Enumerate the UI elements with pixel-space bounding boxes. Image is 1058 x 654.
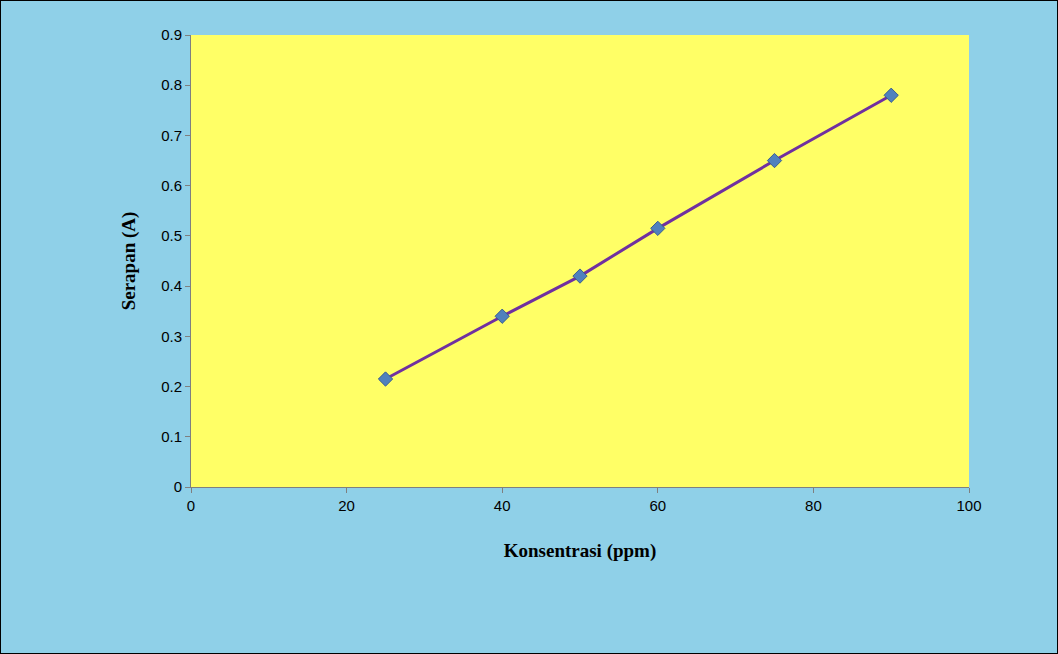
svg-text:0.4: 0.4 [161, 277, 182, 294]
svg-text:0.8: 0.8 [161, 76, 182, 93]
svg-text:100: 100 [956, 497, 981, 514]
svg-text:0.7: 0.7 [161, 127, 182, 144]
svg-text:0: 0 [174, 478, 182, 495]
svg-text:0.5: 0.5 [161, 227, 182, 244]
svg-text:Serapan (A): Serapan (A) [118, 212, 140, 311]
svg-text:0.3: 0.3 [161, 328, 182, 345]
svg-text:0.9: 0.9 [161, 26, 182, 43]
svg-text:60: 60 [649, 497, 666, 514]
svg-text:0.2: 0.2 [161, 378, 182, 395]
svg-text:0.6: 0.6 [161, 177, 182, 194]
svg-text:0.1: 0.1 [161, 428, 182, 445]
svg-text:20: 20 [338, 497, 355, 514]
svg-text:80: 80 [805, 497, 822, 514]
svg-text:0: 0 [187, 497, 195, 514]
svg-text:40: 40 [494, 497, 511, 514]
svg-text:Konsentrasi (ppm): Konsentrasi (ppm) [504, 540, 657, 562]
